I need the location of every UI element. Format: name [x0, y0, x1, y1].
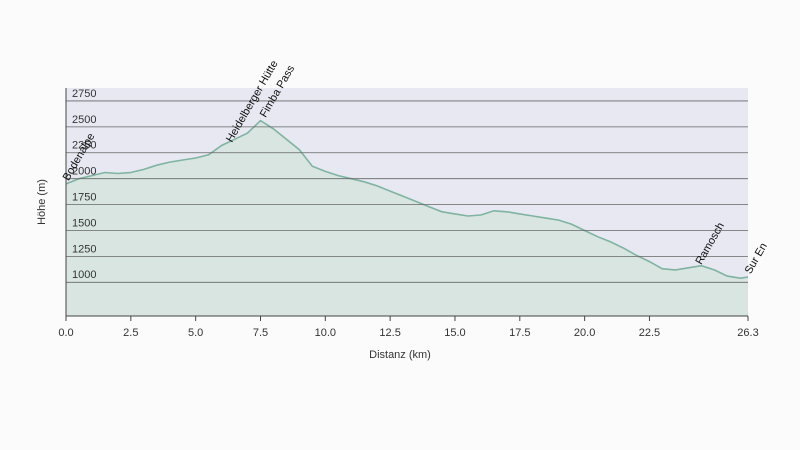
x-tick-label: 22.5 — [639, 327, 660, 339]
y-tick-label: 1000 — [72, 269, 96, 281]
x-tick-label: 7.5 — [253, 327, 268, 339]
y-tick-label: 2250 — [72, 140, 96, 152]
y-tick-label: 1500 — [72, 217, 96, 229]
area — [66, 120, 748, 316]
y-tick-label: 1250 — [72, 243, 96, 255]
y-tick-label: 2000 — [72, 166, 96, 178]
y-tick-label: 2750 — [72, 88, 96, 100]
x-tick-label: 0.0 — [58, 327, 73, 339]
x-tick-label: 26.3 — [737, 327, 758, 339]
x-tick-label: 2.5 — [123, 327, 138, 339]
x-tick-label: 10.0 — [315, 327, 336, 339]
y-tick-label: 1750 — [72, 191, 96, 203]
x-tick-label: 15.0 — [444, 327, 465, 339]
x-axis-label: Distanz (km) — [369, 349, 431, 361]
x-tick-label: 17.5 — [509, 327, 530, 339]
y-axis-label: Höhe (m) — [36, 179, 48, 225]
x-tick-label: 20.0 — [574, 327, 595, 339]
x-tick-label: 5.0 — [188, 327, 203, 339]
x-tick-label: 12.5 — [379, 327, 400, 339]
y-tick-label: 2500 — [72, 114, 96, 126]
